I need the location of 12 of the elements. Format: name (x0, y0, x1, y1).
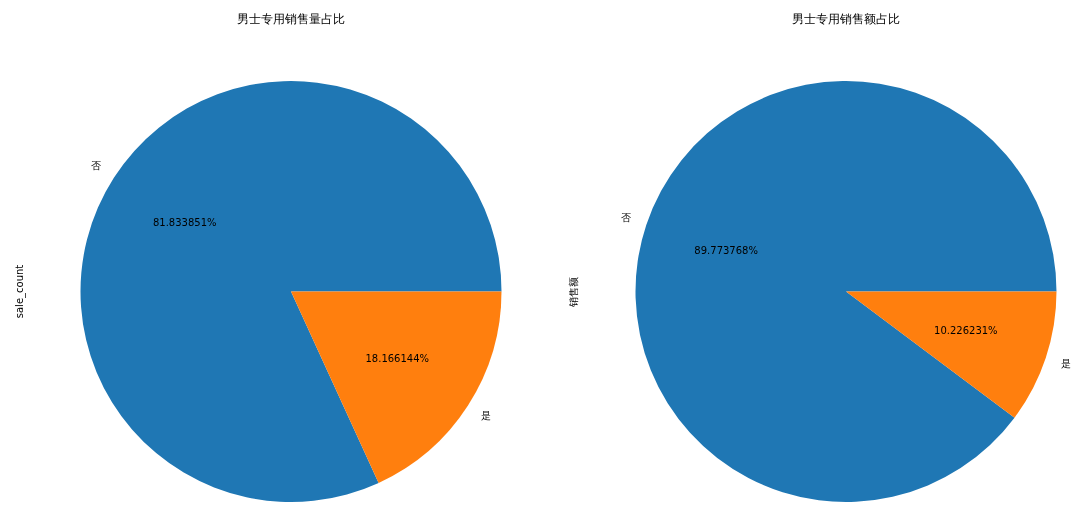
data-label: 10.226231% (934, 324, 998, 336)
slice-label: 否 (91, 160, 102, 171)
slice-label: 是 (1060, 358, 1071, 370)
chart-title: 男士专用销售额占比 (792, 12, 900, 27)
slice-label: 否 (621, 211, 632, 223)
data-label: 18.166144% (365, 353, 430, 365)
data-label: 89.773768% (694, 245, 758, 257)
slice-label: 是 (480, 410, 491, 422)
text: 销售额 (567, 276, 579, 308)
chart-title: 男士专用销售量占比 (237, 12, 345, 27)
text: sale_count (13, 264, 26, 319)
data-label: 81.833851% (152, 216, 217, 228)
